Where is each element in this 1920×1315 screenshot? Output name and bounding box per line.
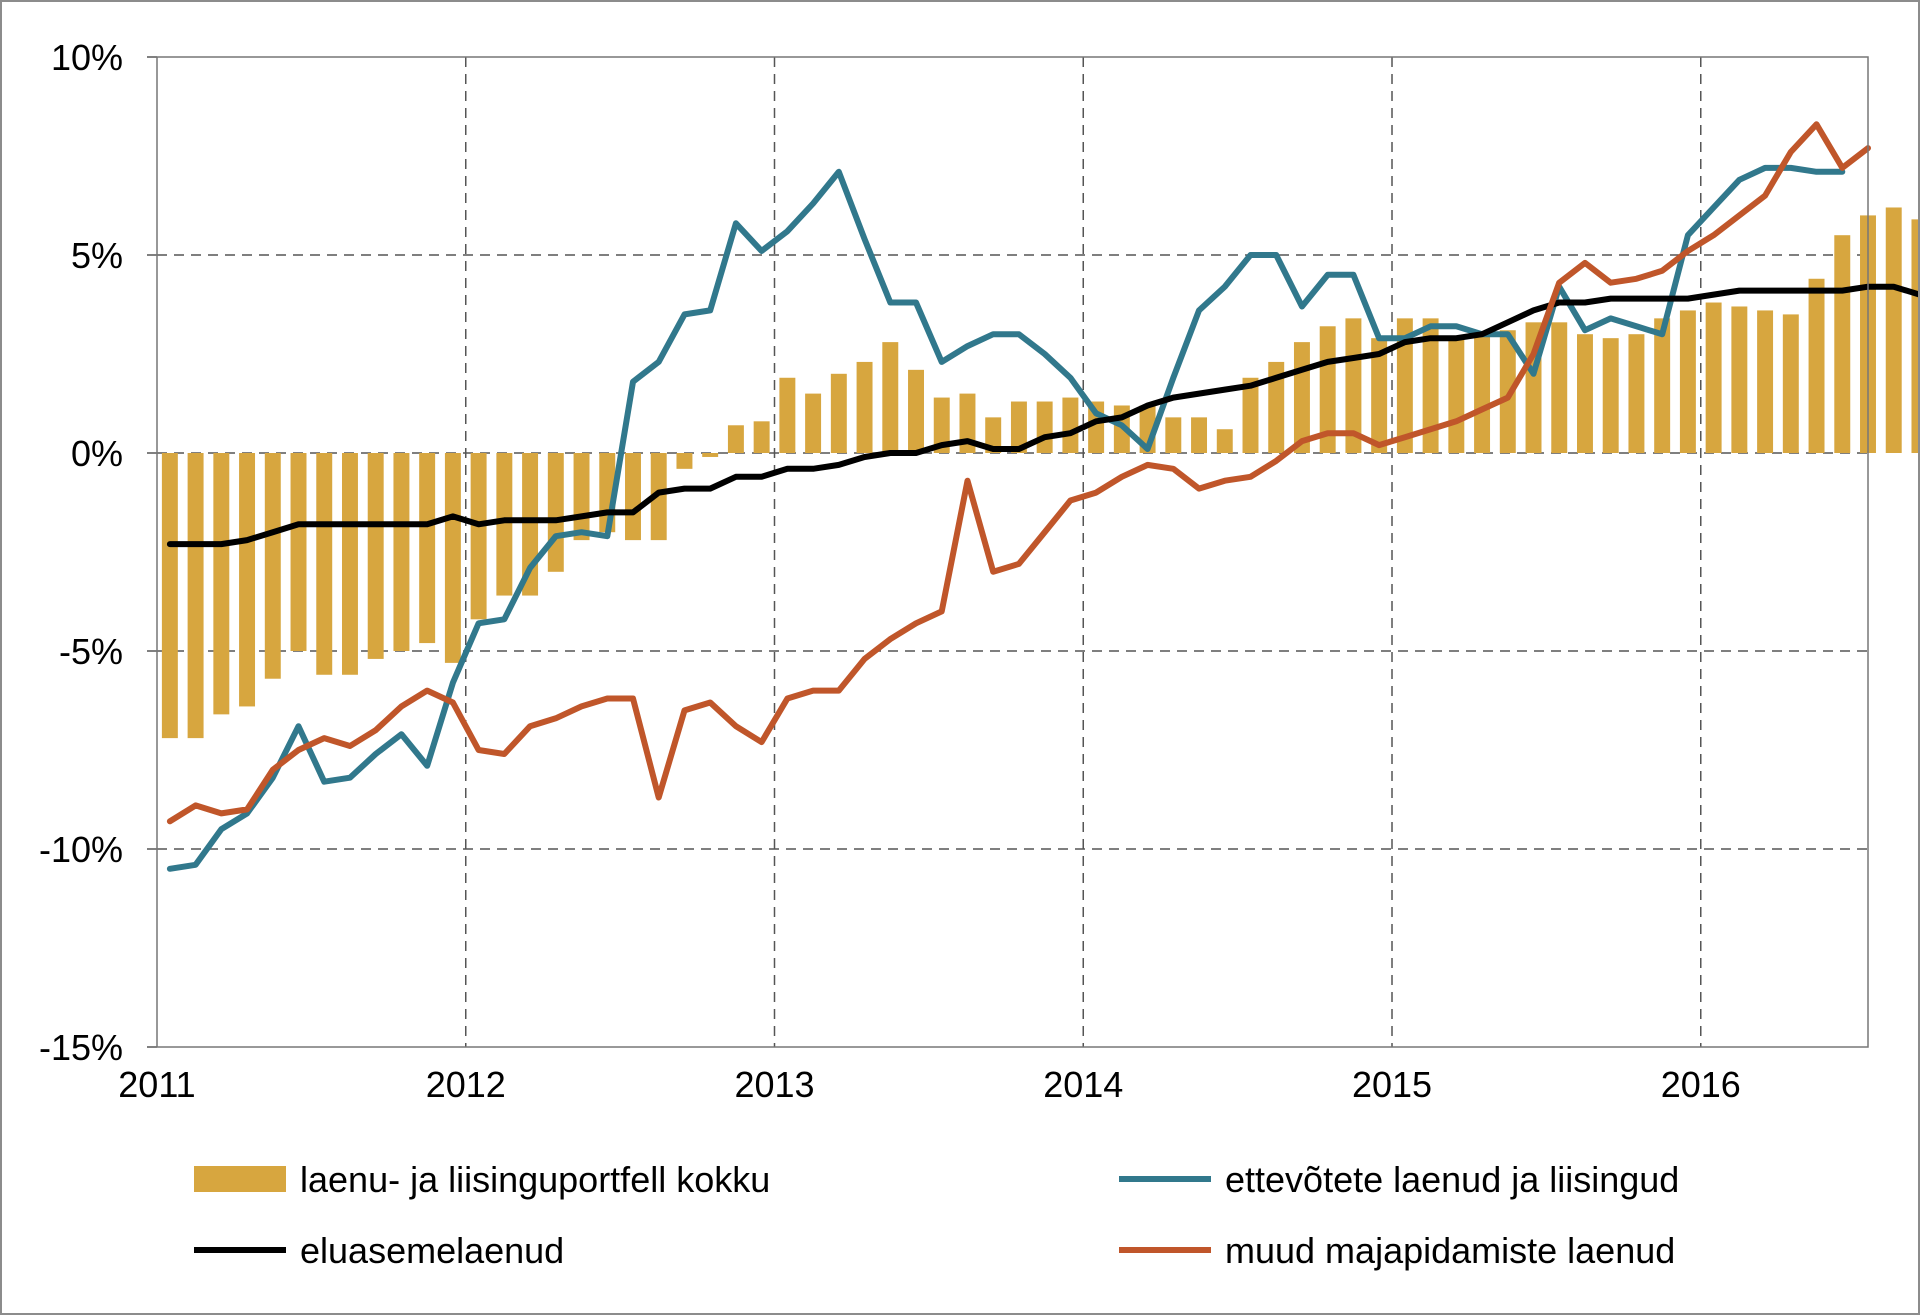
bar-35 — [1062, 397, 1079, 453]
bar-30 — [933, 397, 950, 453]
bar-0 — [161, 453, 178, 739]
bar-21 — [702, 453, 719, 457]
line-series-layer — [166, 121, 1918, 872]
bar-46 — [1345, 318, 1362, 453]
y-tick-label-0: 10% — [51, 37, 123, 78]
bar-3 — [239, 453, 256, 707]
bar-9 — [393, 453, 410, 651]
bar-40 — [1191, 417, 1208, 453]
grid-layer — [157, 57, 1868, 1047]
y-tick-label-1: 5% — [71, 235, 123, 276]
bar-43 — [1268, 361, 1285, 453]
bar-56 — [1602, 338, 1619, 453]
bar-5 — [290, 453, 307, 651]
legend-swatch-0 — [194, 1166, 286, 1192]
y-tick-label-2: 0% — [71, 433, 123, 474]
bar-27 — [856, 361, 873, 453]
x-tick-label-2: 2013 — [734, 1064, 814, 1105]
line-eluasemelaenud — [166, 283, 1918, 548]
bar-18 — [625, 453, 641, 541]
bar-25 — [805, 393, 822, 453]
y-tick-label-3: -5% — [59, 631, 123, 672]
bar-2 — [213, 453, 230, 715]
bar-28 — [882, 342, 899, 453]
bar-39 — [1165, 417, 1182, 453]
bar-24 — [779, 377, 796, 453]
x-tick-label-4: 2015 — [1352, 1064, 1432, 1105]
plot-border — [156, 56, 1869, 1048]
x-tick-label-1: 2012 — [426, 1064, 506, 1105]
bar-13 — [496, 453, 513, 596]
bar-42 — [1242, 377, 1259, 453]
bar-58 — [1654, 318, 1671, 453]
bar-63 — [1782, 314, 1799, 453]
bar-54 — [1551, 322, 1568, 453]
bar-59 — [1679, 310, 1696, 453]
legend-label-3: muud majapidamiste laenud — [1225, 1230, 1675, 1271]
bar-67 — [1885, 207, 1902, 453]
bar-series-layer — [161, 207, 1918, 739]
bar-1 — [187, 453, 204, 739]
y-tick-label-4: -10% — [39, 829, 123, 870]
bar-48 — [1396, 318, 1413, 453]
bar-41 — [1216, 429, 1233, 453]
bar-26 — [830, 373, 847, 453]
bar-57 — [1628, 334, 1645, 453]
bar-31 — [959, 393, 976, 453]
bar-49 — [1422, 318, 1439, 453]
bar-29 — [908, 369, 924, 453]
axis-layer: 10% 5% 0% -5% -10% -15%2011 2012 2013 2014 2015 20… — [39, 37, 1869, 1105]
bar-68 — [1911, 219, 1918, 453]
bar-45 — [1319, 326, 1336, 453]
bar-11 — [444, 453, 461, 663]
bar-16 — [573, 453, 590, 541]
x-tick-label-0: 2011 — [118, 1064, 195, 1105]
bar-61 — [1731, 306, 1748, 453]
legend-label-0: laenu- ja liisinguportfell kokku — [300, 1159, 770, 1200]
bar-12 — [470, 453, 487, 620]
bar-55 — [1577, 334, 1593, 453]
bar-20 — [676, 453, 693, 469]
legend: laenu- ja liisinguportfell kokku ettevõte… — [194, 1159, 1679, 1271]
bar-47 — [1371, 338, 1388, 453]
bar-22 — [727, 425, 744, 453]
bar-23 — [753, 421, 770, 453]
bar-50 — [1448, 338, 1465, 453]
line-muud-majapidamiste-laenud — [166, 121, 1871, 825]
y-tick-label-5: -15% — [39, 1027, 123, 1068]
bar-32 — [985, 417, 1002, 453]
bar-4 — [264, 453, 281, 679]
x-tick-label-3: 2014 — [1043, 1064, 1123, 1105]
bar-51 — [1474, 334, 1491, 453]
bar-8 — [367, 453, 384, 659]
bar-7 — [341, 453, 358, 675]
bar-19 — [650, 453, 667, 541]
bar-15 — [547, 453, 564, 572]
line-ettevotete-laenud — [166, 164, 1846, 872]
bar-65 — [1834, 235, 1851, 453]
legend-label-1: ettevõtete laenud ja liisingud — [1225, 1159, 1679, 1200]
legend-label-2: eluasemelaenud — [300, 1230, 564, 1271]
bar-64 — [1808, 278, 1825, 453]
bar-33 — [1010, 401, 1027, 453]
bar-52 — [1499, 330, 1516, 453]
bar-60 — [1705, 302, 1722, 453]
bar-62 — [1757, 310, 1774, 453]
bar-10 — [419, 453, 436, 644]
bar-34 — [1036, 401, 1053, 453]
x-tick-label-5: 2016 — [1661, 1064, 1741, 1105]
bar-6 — [316, 453, 333, 675]
